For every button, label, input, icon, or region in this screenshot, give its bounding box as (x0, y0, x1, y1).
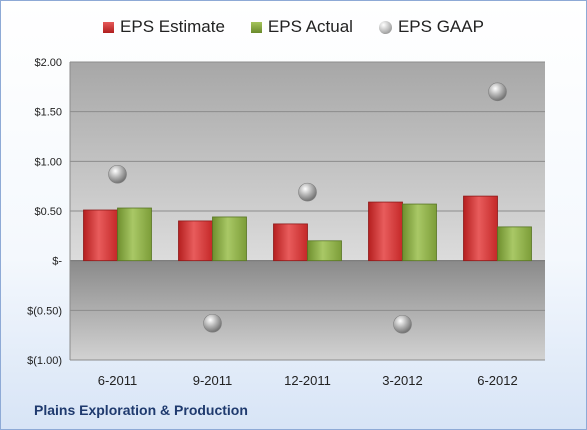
x-category-label: 9-2011 (193, 373, 233, 388)
y-tick-label: $- (52, 256, 62, 268)
gaap-markers (108, 82, 507, 334)
legend-label-gaap: EPS GAAP (397, 17, 484, 36)
legend-item-gaap: EPS GAAP (378, 17, 484, 37)
x-category-label: 6-2011 (98, 373, 138, 388)
bar-eps-actual (497, 226, 532, 262)
legend-label-estimate: EPS Estimate (120, 17, 225, 36)
bar-eps-actual (212, 216, 247, 262)
legend-item-actual: EPS Actual (250, 17, 353, 37)
legend-item-estimate: EPS Estimate (103, 17, 225, 37)
legend-swatch-estimate (103, 21, 115, 33)
y-tick-label: $(1.00) (27, 355, 62, 367)
company-name: Plains Exploration & Production (34, 402, 248, 418)
bar-eps-estimate (463, 195, 498, 262)
bars (83, 195, 532, 262)
bar-eps-actual (402, 203, 437, 262)
y-tick-label: $0.50 (34, 206, 62, 218)
y-tick-label: $1.00 (34, 156, 62, 168)
legend-label-actual: EPS Actual (267, 17, 353, 36)
y-tick-label: $1.50 (34, 107, 62, 119)
bar-eps-actual (117, 207, 152, 262)
x-category-label: 12-2011 (284, 373, 331, 388)
y-tick-label: $(0.50) (27, 305, 62, 317)
marker-eps-gaap (108, 164, 127, 184)
legend-swatch-actual (250, 21, 262, 33)
bar-eps-estimate (83, 209, 118, 262)
x-category-label: 3-2012 (382, 373, 422, 388)
bar-eps-estimate (178, 220, 213, 262)
y-tick-label: $2.00 (34, 57, 62, 69)
x-axis-categories: 6-2011 9-2011 12-2011 3-2012 6-2012 (98, 373, 518, 388)
bar-eps-actual (307, 240, 342, 262)
y-axis-ticks: $2.00 $1.50 $1.00 $0.50 $- $(0.50) $(1.00) (27, 57, 62, 367)
marker-eps-gaap (298, 182, 317, 202)
marker-eps-gaap (203, 313, 222, 333)
legend-marker-gaap (378, 20, 392, 34)
marker-eps-gaap (393, 314, 412, 334)
legend: EPS Estimate EPS Actual EPS GAAP (0, 17, 587, 37)
x-category-label: 6-2012 (477, 373, 517, 388)
marker-eps-gaap (488, 82, 507, 102)
bar-eps-estimate (273, 223, 308, 262)
bar-eps-estimate (368, 201, 403, 262)
